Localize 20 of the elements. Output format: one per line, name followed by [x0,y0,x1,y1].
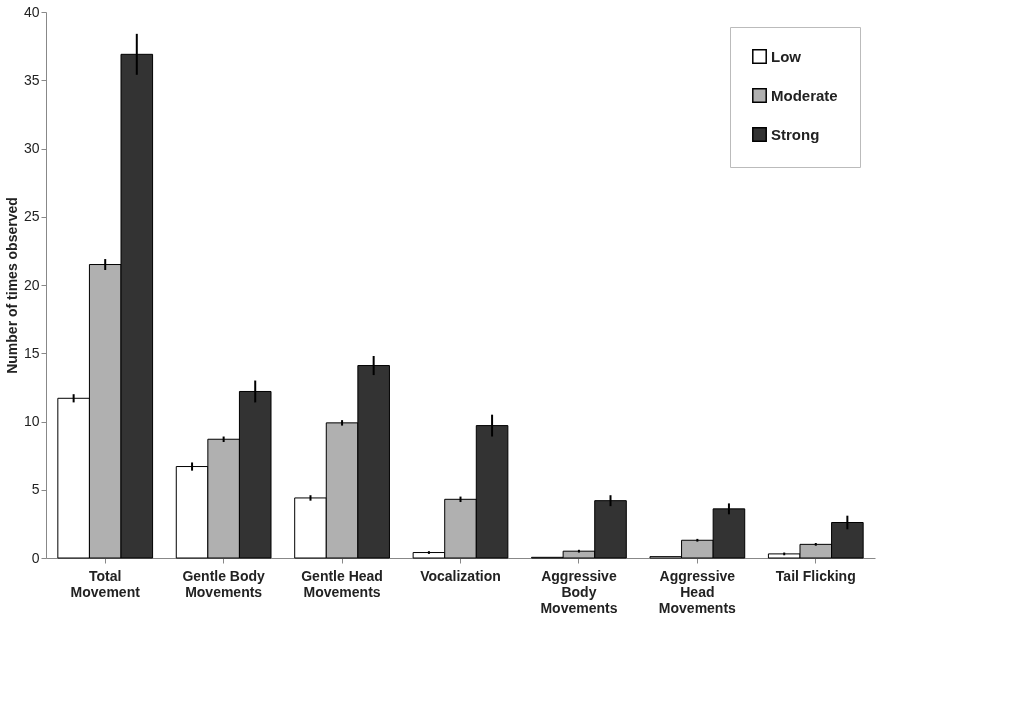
y-tick-label: 20 [23,276,40,293]
y-tick-label: 25 [23,208,40,225]
x-tick-label: Gentle Head Movements [301,567,383,600]
x-tick-label: Aggressive Head Movements [658,567,737,616]
x-tick-label: Vocalization [420,567,501,584]
x-tick-label: Tail Flicking [775,567,856,584]
x-tick-label: Gentle Body Movements [182,567,266,600]
legend-label: Moderate [771,86,838,104]
legend-label: Low [771,47,802,65]
y-tick-label: 15 [23,344,40,361]
legend-label: Strong [771,125,820,143]
y-tick-label: 30 [23,140,40,156]
y-tick-label: 40 [23,3,40,20]
y-axis-title: Number of times observed [3,197,20,374]
y-tick-label: 10 [23,413,40,429]
x-tick-label: Aggressive Body Movements [540,567,618,616]
y-tick-label: 5 [31,481,40,498]
x-tick-label: Total Movement [70,567,141,600]
y-tick-label: 0 [31,549,40,566]
y-tick-label: 35 [23,71,40,88]
